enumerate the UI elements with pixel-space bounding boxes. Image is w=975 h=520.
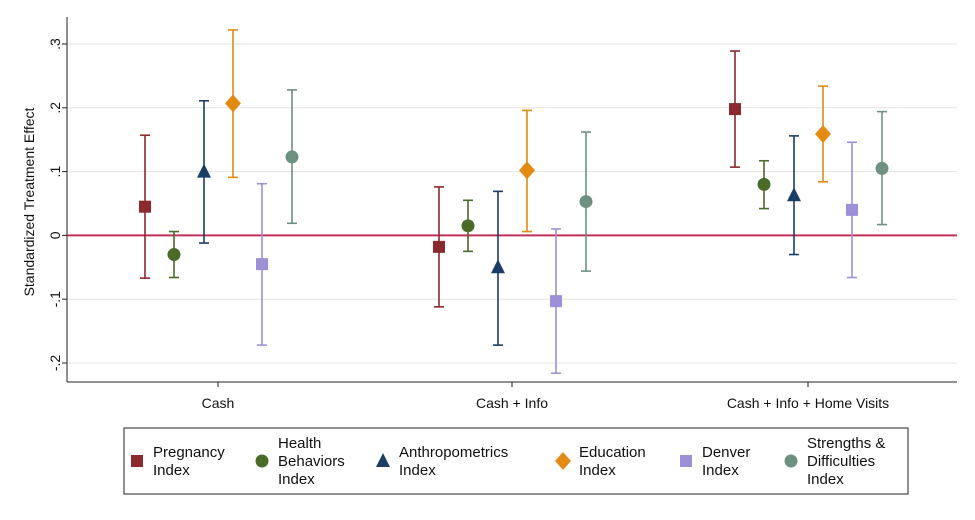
series-2	[197, 99, 801, 346]
legend-label: Index	[278, 471, 315, 488]
legend-label: Index	[399, 462, 436, 479]
x-tick-label: Cash + Info + Home Visits	[727, 395, 889, 411]
y-tick-label: 0	[47, 231, 63, 239]
y-tick-label: .1	[47, 166, 63, 178]
legend-marker	[131, 455, 143, 467]
legend-label: Pregnancy	[153, 444, 225, 461]
point-marker	[433, 240, 445, 253]
series-layer	[139, 29, 889, 375]
point-marker	[139, 200, 151, 213]
point-marker	[875, 161, 889, 175]
point-marker	[757, 177, 771, 191]
x-tick-label: Cash	[202, 395, 235, 411]
point-marker	[519, 161, 535, 180]
legend-label: Anthropometrics	[399, 444, 508, 461]
legend-label: Health	[278, 435, 321, 452]
legend-box	[123, 427, 909, 495]
legend-marker	[376, 453, 390, 467]
legend-label: Strengths &	[807, 435, 885, 452]
point-marker	[461, 219, 475, 233]
legend-label: Difficulties	[807, 453, 875, 470]
point-marker	[846, 203, 858, 216]
legend-marker	[784, 454, 798, 468]
point-marker	[491, 259, 505, 274]
legend-label: Education	[579, 444, 646, 461]
legend-marker	[555, 452, 571, 470]
point-marker	[787, 187, 801, 202]
point-marker	[550, 295, 562, 308]
point-marker	[197, 163, 211, 178]
series-3	[225, 29, 831, 233]
point-marker	[225, 94, 241, 113]
y-tick-label: -.1	[47, 291, 63, 308]
series-0	[139, 50, 741, 308]
legend-label: Behaviors	[278, 453, 345, 470]
y-tick-label: -.2	[47, 355, 63, 372]
y-axis-label: Standardized Treatment Effect	[21, 107, 37, 296]
point-marker	[815, 124, 831, 143]
legend-label: Index	[702, 462, 739, 479]
legend-marker	[255, 454, 269, 468]
point-marker	[285, 150, 299, 164]
legend: PregnancyIndexHealthBehaviorsIndexAnthro…	[123, 427, 909, 495]
series-4	[256, 141, 858, 375]
y-tick-label: .3	[47, 38, 63, 50]
legend-label: Index	[153, 462, 190, 479]
x-tick-label: Cash + Info	[476, 395, 548, 411]
point-marker	[256, 258, 268, 271]
point-marker	[167, 248, 181, 262]
legend-label: Denver	[702, 444, 750, 461]
axes: -.2 -.1 0 .1 .2 .3 Cash Cash + Info Cash + Info …	[47, 17, 957, 411]
point-marker	[579, 195, 593, 209]
series-5	[285, 89, 889, 272]
y-tick-label: .2	[47, 102, 63, 114]
series-1	[167, 159, 771, 279]
point-marker	[729, 103, 741, 116]
legend-label: Index	[579, 462, 616, 479]
legend-marker	[680, 455, 692, 467]
legend-label: Index	[807, 471, 844, 488]
